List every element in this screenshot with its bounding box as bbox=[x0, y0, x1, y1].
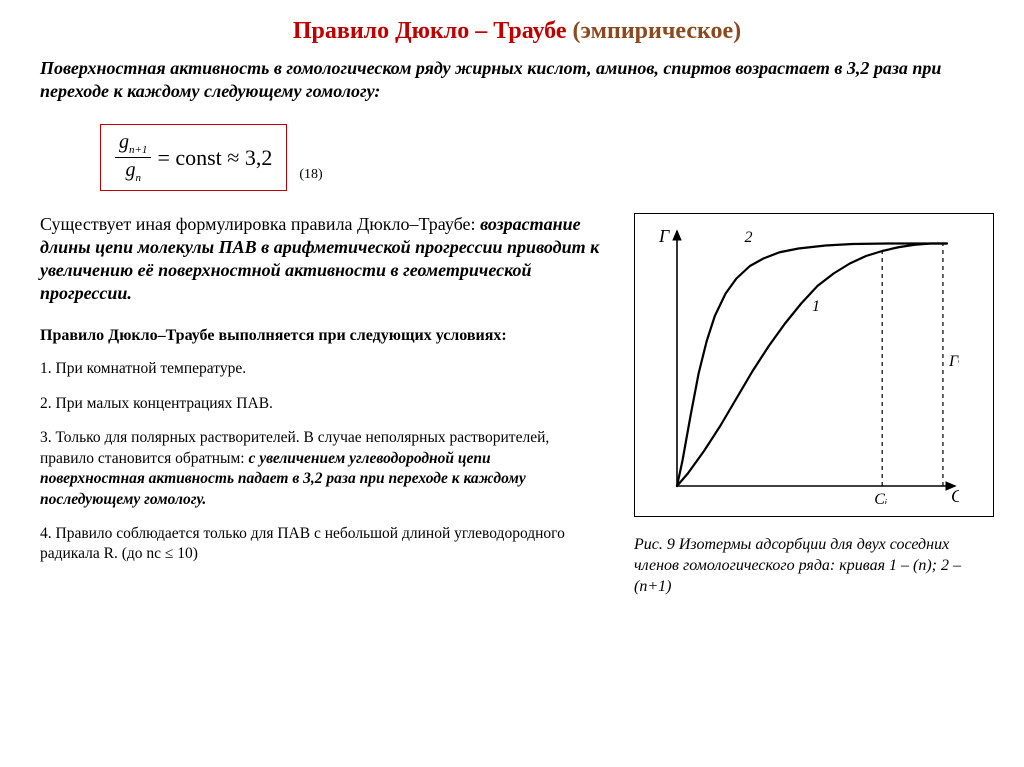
formula-fraction: gn+1 gn bbox=[115, 131, 151, 184]
svg-text:Cᵢ: Cᵢ bbox=[874, 491, 887, 504]
svg-text:1: 1 bbox=[812, 298, 820, 315]
figure-caption: Рис. 9 Изотермы адсорбции для двух сосед… bbox=[634, 535, 994, 597]
svg-text:Г∞: Г∞ bbox=[948, 353, 959, 370]
figure-frame: Г C Cᵢ Г∞ 1 2 bbox=[634, 213, 994, 517]
right-column: Г C Cᵢ Г∞ 1 2 Рис. 9 Изотермы адсорбции для д… bbox=[634, 213, 994, 597]
svg-text:Г: Г bbox=[658, 226, 670, 246]
equation-number: (18) bbox=[299, 167, 322, 191]
conditions-list: 1. При комнатной температуре. 2. При малы… bbox=[40, 359, 606, 565]
conditions-heading: Правило Дюкло–Траубе выполняется при сле… bbox=[40, 327, 606, 345]
condition-item: 1. При комнатной температуре. bbox=[40, 359, 580, 379]
intro-paragraph: Поверхностная активность в гомологическо… bbox=[40, 57, 994, 102]
svg-text:C: C bbox=[951, 486, 959, 504]
left-column: Существует иная формулировка правила Дюк… bbox=[40, 213, 606, 579]
alt-lead: Существует иная формулировка правила Дюк… bbox=[40, 214, 476, 234]
page-title: Правило Дюкло – Траубе (эмпирическое) bbox=[40, 18, 994, 45]
title-main: Правило Дюкло – Траубе bbox=[293, 18, 567, 44]
alt-formulation: Существует иная формулировка правила Дюк… bbox=[40, 213, 606, 305]
adsorption-isotherm-chart: Г C Cᵢ Г∞ 1 2 bbox=[649, 224, 959, 504]
condition-item: 3. Только для полярных растворителей. В … bbox=[40, 428, 580, 510]
formula-row: gn+1 gn = const ≈ 3,2 (18) bbox=[100, 124, 994, 191]
formula-box: gn+1 gn = const ≈ 3,2 bbox=[100, 124, 287, 191]
condition-item: 4. Правило соблюдается только для ПАВ с … bbox=[40, 524, 580, 565]
formula-eq: = const ≈ 3,2 bbox=[157, 145, 272, 171]
title-paren: (эмпирическое) bbox=[573, 18, 742, 44]
condition-item: 2. При малых концентрациях ПАВ. bbox=[40, 394, 580, 414]
svg-text:2: 2 bbox=[745, 229, 753, 246]
